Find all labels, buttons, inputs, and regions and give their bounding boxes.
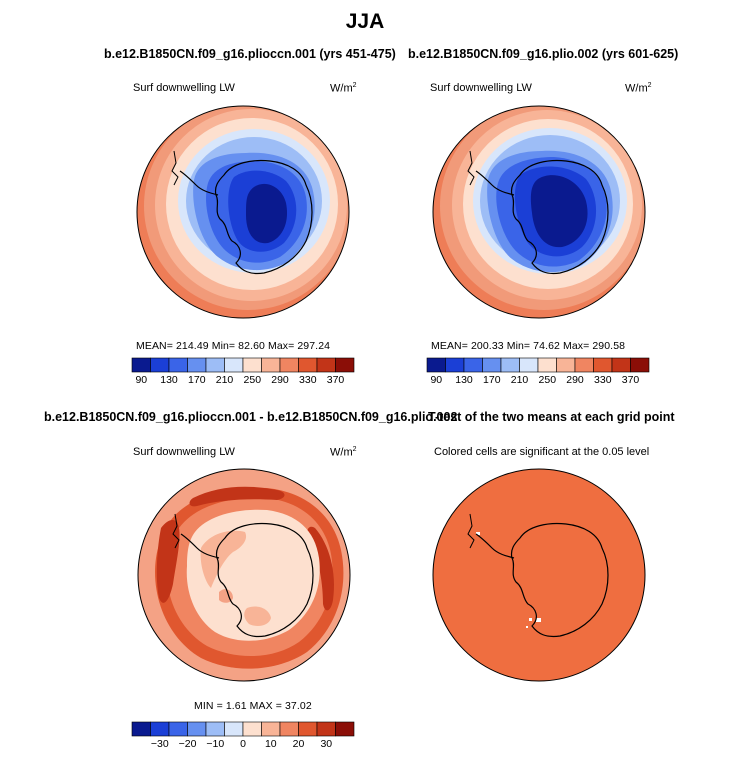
colorbar-1-swatch: [187, 357, 207, 373]
colorbar-2-swatch: [611, 357, 631, 373]
colorbar-1-tick-label: 210: [215, 374, 234, 386]
colorbar-3-tick-label: 0: [240, 738, 246, 750]
colorbar-1-swatch: [205, 357, 225, 373]
panel-1-map: [136, 105, 350, 319]
colorbar-1-swatch: [131, 357, 151, 373]
colorbar-3-swatch: [316, 721, 336, 737]
colorbar-2-tick-label: 170: [483, 374, 501, 386]
colorbar-2-ticks: 90 130 170 210 250 290 330 370: [427, 374, 649, 388]
colorbar-3-swatch: [205, 721, 225, 737]
colorbar-1-tick-label: 130: [160, 374, 178, 386]
colorbar-2-swatch: [519, 357, 539, 373]
colorbar-2-tick-label: 290: [566, 374, 584, 386]
colorbar-3-swatch: [279, 721, 299, 737]
colorbar-3-swatch: [224, 721, 244, 737]
colorbar-2-swatch: [500, 357, 520, 373]
colorbar-3-swatch: [168, 721, 188, 737]
colorbar-3-swatch: [261, 721, 281, 737]
panel-3-units: W/m2: [330, 446, 357, 459]
colorbar-3-swatch: [187, 721, 207, 737]
colorbar-3-ticks: −30 −20 −10 0 10 20 30: [132, 738, 354, 752]
colorbar-3-tick-label: −30: [150, 738, 169, 750]
colorbar-3-swatch: [150, 721, 170, 737]
panel-4-map: [432, 468, 646, 682]
colorbar-1-swatch: [224, 357, 244, 373]
panel-2-stats: MEAN= 200.33 Min= 74.62 Max= 290.58: [431, 340, 626, 352]
colorbar-3-tick-label: −20: [178, 738, 197, 750]
colorbar-3-swatch: [298, 721, 318, 737]
colorbar-1-swatch: [335, 357, 355, 373]
colorbar-3-swatch: [242, 721, 262, 737]
colorbar-2-swatch: [593, 357, 613, 373]
panel-2-units: W/m2: [625, 82, 652, 95]
colorbar-2-swatch: [445, 357, 465, 373]
colorbar-2-swatch: [426, 357, 446, 373]
panel-1-units: W/m2: [330, 82, 357, 95]
colorbar-1-tick-label: 370: [326, 374, 345, 386]
colorbar-2-tick-label: 330: [594, 374, 612, 386]
panel-3-stats: MIN = 1.61 MAX = 37.02: [194, 700, 312, 712]
colorbar-3-tick-label: 10: [264, 738, 277, 750]
colorbar-2-swatch: [574, 357, 594, 373]
panel-4-title: T-test of the two means at each grid poi…: [428, 410, 675, 424]
panel-1-title: b.e12.B1850CN.f09_g16.plioccn.001 (yrs 4…: [104, 47, 396, 61]
panel-2-title: b.e12.B1850CN.f09_g16.plio.002 (yrs 601-…: [408, 47, 679, 61]
panel-2-variable: Surf downwelling LW: [430, 82, 532, 94]
colorbar-2-swatch: [630, 357, 650, 373]
panel-1-variable: Surf downwelling LW: [133, 82, 235, 94]
panel-1-stats: MEAN= 214.49 Min= 82.60 Max= 297.24: [136, 340, 331, 352]
colorbar-1-swatch: [261, 357, 281, 373]
colorbar-2-tick-label: 250: [538, 374, 557, 386]
colorbar-3-tick-label: 20: [292, 738, 305, 750]
colorbar-1-swatch: [298, 357, 318, 373]
panel-3-variable: Surf downwelling LW: [133, 446, 235, 458]
colorbar-2-swatch: [482, 357, 502, 373]
colorbar-2-swatch: [463, 357, 483, 373]
colorbar-1-tick-label: 90: [135, 374, 148, 386]
colorbar-2-tick-label: 90: [430, 374, 443, 386]
colorbar-1-tick-label: 250: [243, 374, 262, 386]
colorbar-3-tick-label: 30: [320, 738, 333, 750]
colorbar-3-tick-label: −10: [206, 738, 225, 750]
colorbar-2: [426, 357, 650, 373]
colorbar-1: [131, 357, 355, 373]
panel-3-title: b.e12.B1850CN.f09_g16.plioccn.001 - b.e1…: [44, 410, 458, 424]
colorbar-2-tick-label: 130: [455, 374, 473, 386]
colorbar-2-tick-label: 370: [621, 374, 640, 386]
colorbar-1-swatch: [316, 357, 336, 373]
colorbar-1-ticks: 90 130 170 210 250 290 330 370: [132, 374, 354, 388]
colorbar-2-swatch: [537, 357, 557, 373]
colorbar-3-swatch: [335, 721, 355, 737]
colorbar-1-tick-label: 170: [188, 374, 206, 386]
colorbar-3: [131, 721, 355, 737]
colorbar-2-tick-label: 210: [510, 374, 529, 386]
panel-3-map: [137, 468, 351, 682]
colorbar-3-swatch: [131, 721, 151, 737]
colorbar-1-swatch: [242, 357, 262, 373]
colorbar-2-swatch: [556, 357, 576, 373]
colorbar-1-swatch: [279, 357, 299, 373]
panel-2-map: [432, 105, 646, 319]
colorbar-1-tick-label: 330: [299, 374, 317, 386]
colorbar-1-tick-label: 290: [271, 374, 289, 386]
panel-4-subtitle: Colored cells are significant at the 0.0…: [434, 446, 650, 458]
colorbar-1-swatch: [168, 357, 188, 373]
colorbar-1-swatch: [150, 357, 170, 373]
figure-title: JJA: [345, 10, 385, 33]
